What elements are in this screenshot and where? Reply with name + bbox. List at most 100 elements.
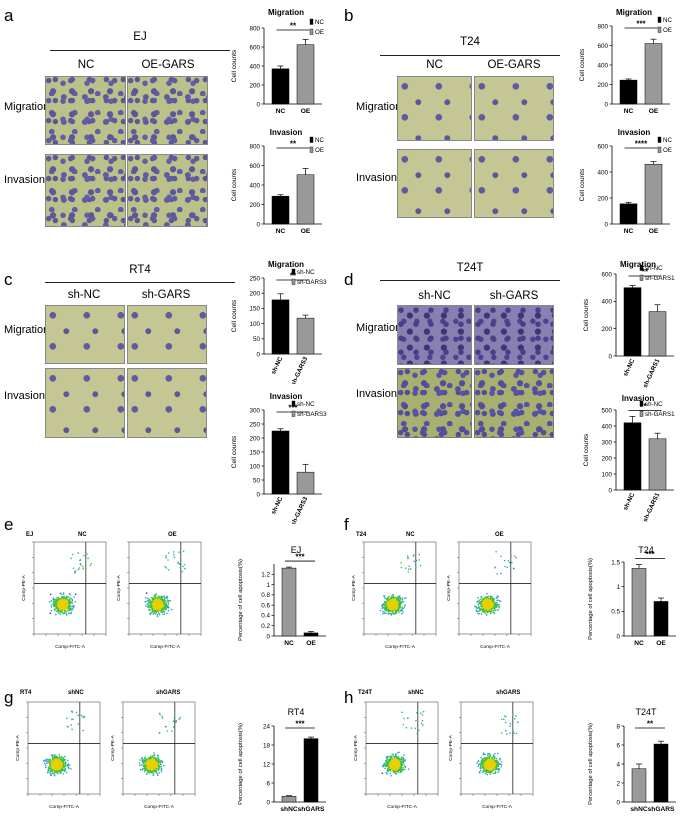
chart-title: Invasion xyxy=(618,128,651,137)
chart-title: Invasion xyxy=(270,392,303,401)
micrograph-b-nc-invasion xyxy=(397,149,472,218)
x-tick-label: sh-NC xyxy=(270,495,284,515)
y-tick-label: 50 xyxy=(253,336,261,343)
y-tick-label: 0 xyxy=(256,101,260,108)
x-tick-label: NC xyxy=(634,640,644,647)
y-tick-label: 8 xyxy=(616,723,620,730)
y-tick-label: 150 xyxy=(249,449,260,456)
y-tick-label: 100 xyxy=(601,471,612,478)
flow-y-axis-label: Comp-PE-A xyxy=(116,574,122,600)
micrograph-d-shnc-migration xyxy=(397,305,472,365)
x-tick-label: OE xyxy=(301,108,311,115)
panel-label-e: e xyxy=(4,515,14,534)
y-tick-label: 2 xyxy=(616,780,620,787)
y-axis-label: Cell counts xyxy=(231,168,238,201)
chart-title: RT4 xyxy=(288,707,305,717)
bar xyxy=(296,44,315,105)
legend-swatch xyxy=(657,146,662,153)
y-tick-label: 100 xyxy=(249,321,260,328)
legend-swatch xyxy=(639,274,644,281)
significance-marker: *** xyxy=(288,404,298,413)
micrograph-d-shnc-invasion xyxy=(397,368,472,438)
x-tick-label: OE xyxy=(649,108,659,115)
legend-swatch xyxy=(657,136,662,143)
bar xyxy=(271,430,290,495)
micrograph-a-nc-invasion xyxy=(45,154,126,227)
flow-events xyxy=(476,713,519,776)
micrograph-c-shgars-invasion xyxy=(127,368,207,438)
flow-plot-frame xyxy=(460,701,534,795)
panel-e-col1: NC xyxy=(78,532,87,538)
y-tick-label: 18 xyxy=(263,742,271,749)
y-tick-label: 800 xyxy=(249,143,260,150)
panel-c-col2: sh-GARS xyxy=(141,289,191,301)
x-tick-label: NC xyxy=(276,228,286,235)
x-tick-label: NC xyxy=(276,108,286,115)
y-tick-label: 1 xyxy=(616,584,620,591)
y-tick-label: 1.2 xyxy=(261,572,270,579)
y-tick-label: 250 xyxy=(249,421,260,428)
y-axis-label: Cell counts xyxy=(231,435,238,468)
panel-g-col1: shNC xyxy=(68,690,84,696)
flow-y-axis-label: Comp-PE-A xyxy=(448,734,454,760)
y-tick-label: 0 xyxy=(256,351,260,358)
y-tick-label: 6 xyxy=(266,780,270,787)
y-tick-label: 0 xyxy=(616,633,620,640)
micrograph-c-shgars-migration xyxy=(127,305,207,364)
y-tick-label: 600 xyxy=(249,44,260,51)
flow-x-axis-label: Comp-FITC-A xyxy=(150,644,181,650)
y-axis-label: Cell counts xyxy=(579,48,586,81)
micrograph-d-shgars-invasion xyxy=(474,368,554,438)
significance-marker: ** xyxy=(290,22,297,31)
chart-title: Migration xyxy=(620,260,656,269)
micrograph-a-nc-migration xyxy=(45,76,126,145)
panel-label-d: d xyxy=(344,270,354,289)
legend-swatch xyxy=(657,16,662,23)
bar xyxy=(303,632,319,637)
chart-b-invasion: Invasion 0 200 400 600 Cell counts NC OE **** NC O… xyxy=(579,128,672,235)
x-tick-label: OE xyxy=(649,228,659,235)
x-tick-label: shNC xyxy=(630,806,647,813)
panel-c-row2: Invasion xyxy=(4,390,45,402)
legend-label: sh-NC xyxy=(645,401,663,408)
bar xyxy=(623,287,642,357)
y-tick-label: 600 xyxy=(601,271,612,278)
flow-x-axis-label: Comp-FITC-A xyxy=(144,804,175,810)
flow-events xyxy=(379,553,422,616)
bar xyxy=(653,601,669,637)
chart-d-migration: Migration 0 200 400 600 Cell counts sh-NC sh-GA… xyxy=(583,260,675,388)
panel-b-col2: OE-GARS xyxy=(487,59,541,71)
y-tick-label: 100 xyxy=(249,463,260,470)
micrograph-c-shnc-invasion xyxy=(45,368,125,438)
panel-a-title: EJ xyxy=(133,31,147,43)
panel-e-col2: OE xyxy=(168,532,177,538)
panel-d-col1: sh-NC xyxy=(418,290,451,302)
flow-plot-frame xyxy=(27,701,101,795)
y-axis-label: Percentage of cell apoptosis(%) xyxy=(588,558,594,640)
legend-swatch xyxy=(309,18,314,25)
chart-title: Invasion xyxy=(270,128,303,137)
chart-title: EJ xyxy=(291,545,302,555)
flow-y-axis-label: Comp-PE-A xyxy=(446,574,452,600)
y-axis-label: Percentage of cell apoptosis(%) xyxy=(238,723,244,805)
significance-marker: **** xyxy=(635,140,648,149)
panel-d-title: T24T xyxy=(456,262,484,274)
panel-c-divider xyxy=(45,282,235,283)
flow-events xyxy=(48,552,93,616)
panel-h-cell: T24T xyxy=(358,690,373,696)
y-axis-label: Cell counts xyxy=(231,49,238,82)
legend-label: NC xyxy=(663,17,672,24)
bar xyxy=(296,317,315,355)
panel-label-b: b xyxy=(344,6,354,25)
y-tick-label: 200 xyxy=(597,195,608,202)
legend-swatch xyxy=(639,400,644,407)
x-tick-label: OE xyxy=(306,640,316,647)
y-tick-label: 200 xyxy=(601,455,612,462)
y-tick-label: 0 xyxy=(266,799,270,806)
panel-label-g: g xyxy=(4,688,14,707)
bar xyxy=(281,796,297,803)
y-tick-label: 4 xyxy=(616,761,620,768)
y-tick-label: 0 xyxy=(604,221,608,228)
legend-label: OE xyxy=(315,29,324,36)
chart-h-apoptosis: T24T 0 2 4 6 8 Percentage of cell apoptosis(%)… xyxy=(588,707,676,813)
